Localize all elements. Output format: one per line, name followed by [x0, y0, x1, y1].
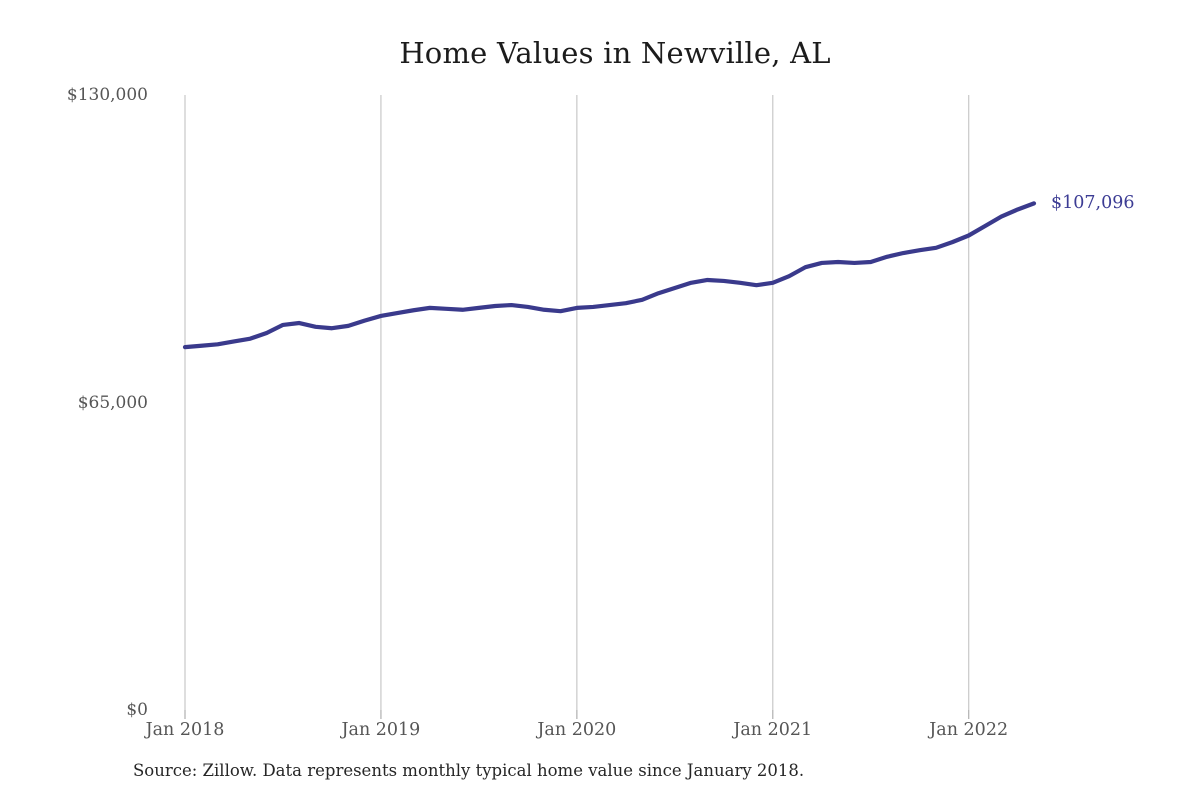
y-axis-tick-label: $0 [126, 700, 148, 720]
x-axis-tick-label: Jan 2019 [341, 720, 421, 740]
x-axis-tick-label: Jan 2022 [929, 720, 1009, 740]
chart-title: Home Values in Newville, AL [399, 36, 831, 70]
value-line [182, 201, 1037, 350]
y-axis-tick-label: $65,000 [77, 392, 148, 413]
x-axis-tick-label: Jan 2018 [145, 720, 225, 740]
x-axis-tick-label: Jan 2021 [733, 720, 813, 740]
source-note: Source: Zillow. Data represents monthly … [133, 761, 805, 780]
x-axis-tick-label: Jan 2020 [537, 720, 617, 740]
end-value-label: $107,096 [1051, 193, 1135, 214]
y-axis-tick-label: $130,000 [66, 85, 148, 105]
